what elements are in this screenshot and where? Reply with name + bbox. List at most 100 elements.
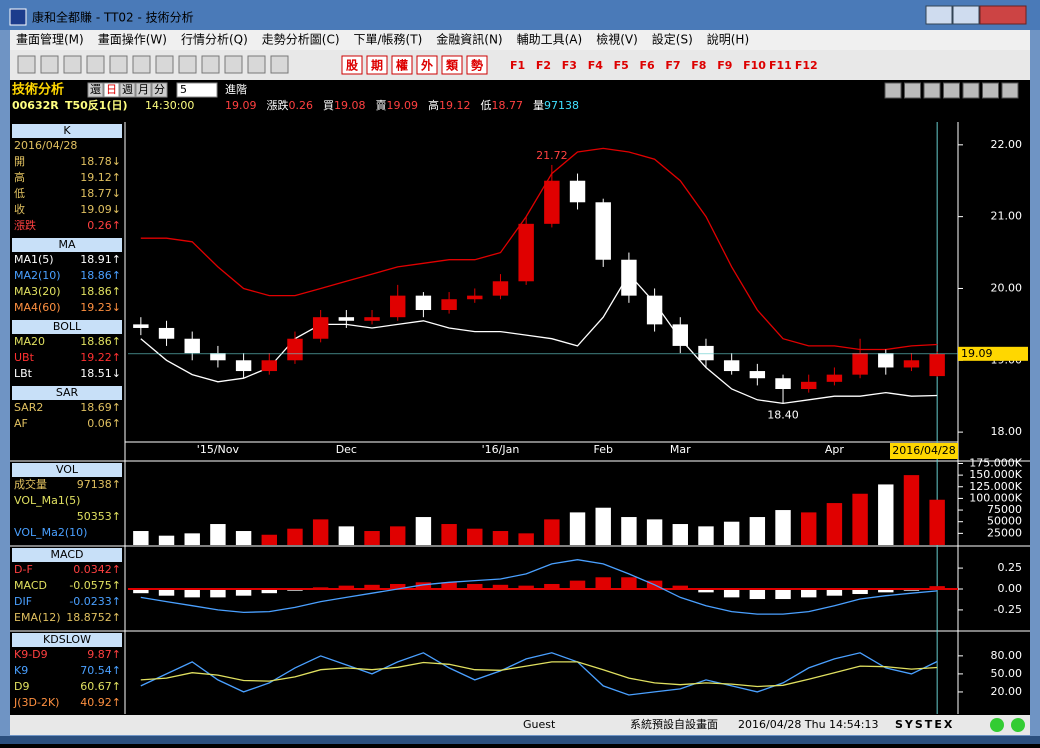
close[interactable] <box>979 5 1027 25</box>
quote-button[interactable] <box>466 55 488 75</box>
mode-button[interactable] <box>103 82 120 98</box>
bar <box>544 519 560 545</box>
quote-button[interactable] <box>441 55 463 75</box>
bar <box>492 531 509 545</box>
period-select[interactable] <box>176 82 218 98</box>
tool-icon[interactable] <box>247 55 266 74</box>
view-icon[interactable] <box>884 82 902 99</box>
function-key[interactable]: F9 <box>717 59 732 72</box>
tool-icon[interactable] <box>40 55 59 74</box>
panel-title: BOLL <box>53 320 82 333</box>
mode-button[interactable] <box>135 82 152 98</box>
bar <box>852 493 868 545</box>
indicator-label: K9 <box>14 664 28 677</box>
indicator-value: 0.0342↑ <box>73 563 121 576</box>
tool-icon[interactable] <box>86 55 105 74</box>
tool-icon[interactable] <box>17 55 36 74</box>
y-tick-label: -0.25 <box>994 603 1022 616</box>
mode-label: 月 <box>138 83 149 96</box>
menu-item[interactable]: 設定(S) <box>652 32 693 47</box>
function-key[interactable]: F5 <box>614 59 629 72</box>
window-title: 康和全都賺 - TT02 - 技術分析 <box>32 10 194 25</box>
indicator-value: 40.92↑ <box>80 696 121 709</box>
tool-icon[interactable] <box>270 55 289 74</box>
minimize[interactable] <box>925 5 953 25</box>
last-price-label: 19.09 <box>961 347 993 360</box>
indicator-value: 18.51↓ <box>80 367 121 380</box>
menu-item[interactable]: 說明(H) <box>707 32 749 47</box>
bar <box>492 584 509 589</box>
bar <box>749 589 766 600</box>
view-icon[interactable] <box>982 82 999 99</box>
menu-item[interactable]: 行情分析(Q) <box>181 33 248 47</box>
function-key[interactable]: F4 <box>588 59 604 72</box>
status-time: 2016/04/28 Thu 14:54:13 <box>738 718 878 731</box>
mode-button[interactable] <box>151 82 168 98</box>
menu-item[interactable]: 走勢分析圖(C) <box>262 32 340 47</box>
quote-label: 量 <box>533 99 544 112</box>
menu-item[interactable]: 檢視(V) <box>596 32 638 47</box>
function-key[interactable]: F10 <box>743 59 766 72</box>
panel-title: K <box>63 124 71 137</box>
view-icon[interactable] <box>923 82 941 99</box>
y-tick-label: 100.000K <box>969 491 1022 504</box>
y-tick-label: 175.000K <box>969 456 1022 469</box>
candle-body <box>441 299 457 311</box>
quote-button-label: 權 <box>396 58 408 73</box>
bar <box>441 524 457 545</box>
candle-body <box>158 327 175 339</box>
tool-icon[interactable] <box>132 55 151 74</box>
bar <box>467 528 483 545</box>
menu-item[interactable]: 畫面管理(M) <box>16 32 84 47</box>
panel-header <box>12 320 122 334</box>
function-key[interactable]: F12 <box>795 59 818 72</box>
maximize[interactable] <box>952 5 980 25</box>
mode-button[interactable] <box>119 82 136 98</box>
candle-body <box>390 295 406 318</box>
tool-icon[interactable] <box>63 55 82 74</box>
quote-button[interactable] <box>366 55 388 75</box>
panel-header <box>12 463 122 477</box>
bar <box>210 589 226 598</box>
view-icon[interactable] <box>904 82 921 99</box>
function-key[interactable]: F8 <box>691 59 706 72</box>
view-icon[interactable] <box>943 82 960 99</box>
view-icon[interactable] <box>962 82 980 99</box>
quote-label: 高 <box>428 98 439 112</box>
indicator-label: 成交量 <box>14 477 47 491</box>
advanced[interactable]: 進階 <box>225 82 247 96</box>
quote-button[interactable] <box>416 55 438 75</box>
function-key[interactable]: F1 <box>510 59 525 72</box>
candle-body <box>621 259 637 296</box>
function-key[interactable]: F11 <box>769 59 792 72</box>
x-tick-label: '16/Jan <box>482 443 520 456</box>
quote-button[interactable] <box>341 55 363 75</box>
function-key[interactable]: F7 <box>665 59 680 72</box>
function-key[interactable]: F6 <box>640 59 656 72</box>
menu-item[interactable]: 下單/帳務(T) <box>354 33 423 47</box>
view-icon[interactable] <box>1001 82 1019 99</box>
quote-button[interactable] <box>391 55 413 75</box>
x-tick-label: Feb <box>593 443 612 456</box>
bar <box>390 583 406 589</box>
tool-icon[interactable] <box>224 55 243 74</box>
bar <box>929 586 945 589</box>
function-key[interactable]: F3 <box>562 59 577 72</box>
tool-icon[interactable] <box>201 55 220 74</box>
menu-item[interactable]: 金融資訊(N) <box>436 32 502 47</box>
mode-button[interactable] <box>87 82 104 98</box>
indicator-value: 18.78↓ <box>80 155 121 168</box>
indicator-label: 高 <box>14 170 25 184</box>
function-key[interactable]: F2 <box>536 59 551 72</box>
panel-title: MA <box>58 238 75 251</box>
tool-icon[interactable] <box>178 55 197 74</box>
bar <box>441 582 457 589</box>
indicator-label: UBt <box>14 351 35 364</box>
menu-item[interactable]: 輔助工具(A) <box>517 33 583 47</box>
menu-item[interactable]: 畫面操作(W) <box>98 32 167 47</box>
tool-icon[interactable] <box>109 55 128 74</box>
tool-icon[interactable] <box>155 55 174 74</box>
indicator-value: 18.91↑ <box>80 253 121 266</box>
bar <box>595 577 611 589</box>
status-user: Guest <box>523 718 556 731</box>
